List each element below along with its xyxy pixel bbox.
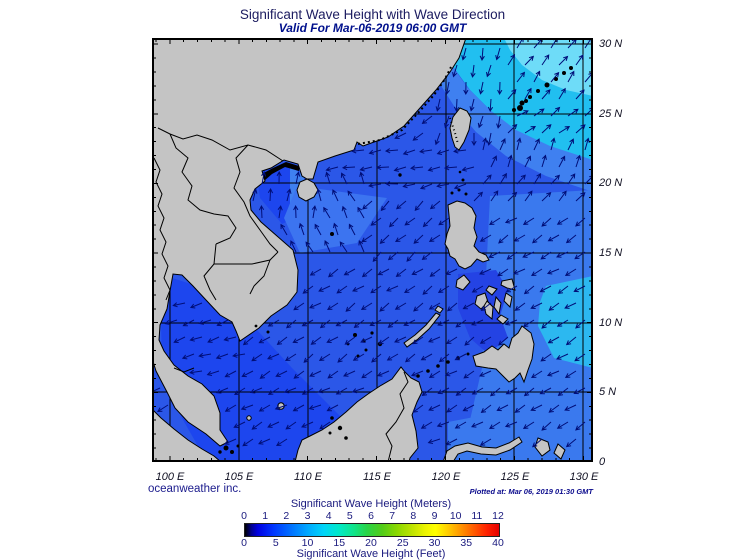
colorbar-meters-tick: 10 [449,510,462,522]
colorbar-feet-tick: 0 [241,537,247,549]
colorbar-meters-tick: 4 [325,510,332,522]
wave-map [148,36,595,463]
lon-tick-label: 125 E [500,471,530,483]
lon-tick-label: 100 E [155,471,185,483]
colorbar-feet-tick: 15 [333,537,346,549]
colorbar-feet-tick: 40 [492,537,504,549]
lat-tick-label: 25 N [599,107,623,120]
branding-text: oceanweather inc. [148,483,242,495]
colorbar-meters-tick: 11 [471,510,483,522]
lat-tick-label: 30 N [599,38,623,51]
colorbar-meters-tick: 8 [410,510,417,522]
colorbar-meters-tick: 0 [241,510,247,522]
colorbar-meters-tick: 5 [346,510,353,522]
lat-tick-label: 5 N [599,386,617,399]
colorbar-feet-tick: 30 [428,537,441,549]
lon-tick-label: 115 E [363,471,391,483]
land-layer [151,37,566,463]
lon-tick-label: 130 E [569,471,599,483]
colorbar-feet-tick: 10 [301,537,314,549]
small-islands [218,66,573,454]
colorbar-meters-tick: 7 [389,510,396,522]
country-borders [153,66,459,463]
legend-title-meters: Significant Wave Height (Meters) [290,498,452,510]
colorbar-meters-tick: 12 [492,510,504,522]
legend-title-feet: Significant Wave Height (Feet) [296,548,446,560]
lat-tick-label: 10 N [599,316,623,329]
colorbar-feet-tick: 20 [365,537,377,549]
wave-height-colorbar [244,523,500,537]
colorbar-meters-tick: 2 [283,510,290,522]
map-frame [152,38,593,462]
colorbar-feet-tick: 5 [272,537,279,549]
colorbar-meters-tick: 3 [304,510,311,522]
colorbar-meters-tick: 6 [368,510,374,522]
wave-direction-arrows [148,36,595,448]
valid-time-subtitle: Valid For Mar-06-2019 06:00 GMT [278,21,467,35]
lon-tick-label: 110 E [294,471,322,483]
lon-tick-label: 120 E [431,471,461,483]
colorbar-meters-tick: 9 [431,510,438,522]
colorbar-feet-tick: 35 [460,537,473,549]
page-title: Significant Wave Height with Wave Direct… [239,7,506,22]
colorbar-feet-tick: 25 [396,537,409,549]
lon-tick-label: 105 E [224,471,254,483]
plotted-timestamp: Plotted at: Mar 06, 2019 01:30 GMT [469,487,593,496]
colorbar-meters-tick: 1 [262,510,269,522]
lat-tick-label: 20 N [599,177,623,190]
lat-tick-label: 0 [599,456,606,468]
lat-tick-label: 15 N [599,247,623,260]
